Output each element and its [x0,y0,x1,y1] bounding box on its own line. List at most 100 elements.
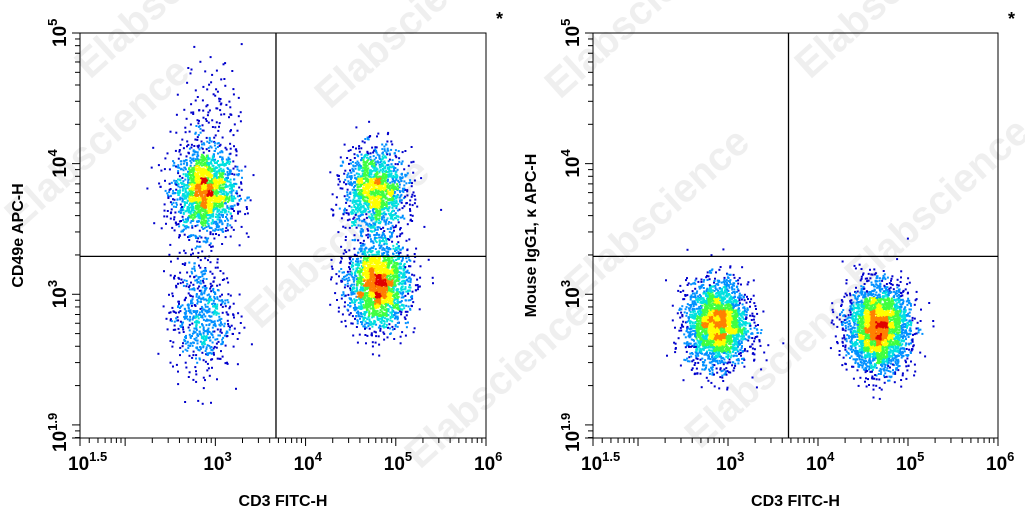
event-dot [372,159,375,162]
event-dot [182,209,185,212]
event-dot [187,306,190,309]
event-dot [381,165,384,168]
event-dot [348,268,351,270]
event-dot [205,173,208,176]
event-dot [361,180,364,183]
event-dot [355,202,358,205]
event-dot [212,233,215,236]
event-dot [175,188,178,191]
event-dot [364,138,367,140]
event-dot [368,163,371,165]
event-dot [405,174,408,177]
event-dot [166,328,169,331]
event-dot [403,180,406,183]
event-dot [213,196,216,199]
event-dot [385,197,388,200]
event-dot [225,148,228,151]
event-dot [361,283,364,285]
event-dot [215,204,218,207]
event-dot [170,181,173,184]
event-dot [370,296,373,299]
event-dot [164,179,166,182]
event-dot [183,299,186,302]
event-dot [358,272,361,275]
event-dot [173,161,176,164]
event-dot [378,193,380,196]
event-dot [204,379,206,382]
event-dot [344,239,347,242]
event-dot [229,172,231,175]
event-dot [175,165,177,168]
event-dot [213,295,216,298]
event-dot [209,270,212,273]
event-dot [408,182,411,184]
event-dot [399,176,402,179]
event-dot [338,270,341,273]
event-dot [361,315,363,318]
watermark-text: Elabscience [787,0,988,87]
event-dot [369,225,372,228]
event-dot [398,196,401,199]
event-dot [192,157,195,160]
event-dot [353,195,356,198]
event-dot [411,220,414,222]
event-dot [350,206,353,209]
event-dot [182,350,184,353]
event-dot [198,188,201,191]
event-dot [212,302,215,305]
event-dot [204,335,207,338]
event-dot [240,181,242,184]
event-dot [184,173,187,176]
event-dot [205,189,208,192]
event-dot [363,248,366,251]
event-dot [186,140,189,143]
event-dot [214,338,217,341]
event-dot [380,184,383,187]
event-dot [412,160,415,163]
event-dot [187,219,189,222]
event-dot [230,183,233,186]
event-dot [196,138,199,141]
event-dot [213,345,216,348]
event-dot [200,171,203,174]
event-dot [216,328,219,331]
event-dot [204,284,207,287]
event-dot [187,347,190,349]
event-dot [250,343,253,346]
event-dot [398,235,401,238]
event-dot [190,216,193,219]
event-dot [215,213,218,216]
event-dot [207,190,210,193]
event-dot [199,314,202,316]
event-dot [201,297,204,300]
event-dot [208,205,211,208]
event-dot [354,213,357,216]
event-dot [210,191,213,193]
event-dot [366,194,369,197]
event-dot [219,203,222,206]
event-dot [201,221,204,224]
event-dot [176,198,179,201]
event-dot [190,182,193,185]
event-dot [233,327,236,330]
event-dot [371,165,373,168]
event-dot [393,181,396,184]
event-dot [373,149,376,152]
event-dot [199,340,202,343]
event-dot [188,284,191,287]
event-dot [191,194,194,197]
event-dot [176,192,179,194]
event-dot [200,182,203,185]
event-dot [182,173,185,176]
event-dot [381,182,384,185]
event-dot [214,184,217,187]
event-dot [189,181,191,184]
event-dot [184,311,187,314]
event-dot [205,278,208,280]
event-dot [355,208,357,211]
event-dot [358,219,361,222]
event-dot [219,173,222,176]
event-dot [207,219,210,222]
event-dot [431,276,434,279]
event-dot [389,217,392,220]
